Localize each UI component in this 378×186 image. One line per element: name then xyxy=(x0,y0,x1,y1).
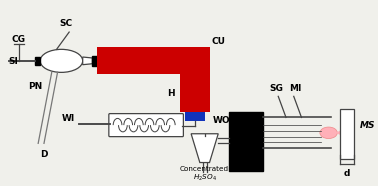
Bar xyxy=(185,112,204,121)
Bar xyxy=(35,57,40,65)
Text: PN: PN xyxy=(28,82,43,91)
Text: CG: CG xyxy=(11,35,25,44)
Ellipse shape xyxy=(40,49,83,72)
Text: WI: WI xyxy=(62,114,75,123)
Text: d: d xyxy=(344,169,350,178)
Ellipse shape xyxy=(320,127,337,139)
FancyBboxPatch shape xyxy=(109,114,183,137)
Text: MS: MS xyxy=(359,121,375,130)
Bar xyxy=(180,74,209,112)
Polygon shape xyxy=(83,57,92,65)
Polygon shape xyxy=(335,129,344,137)
Bar xyxy=(92,56,97,66)
Bar xyxy=(97,47,209,74)
Bar xyxy=(340,109,354,159)
Text: D: D xyxy=(40,150,48,159)
Text: MI: MI xyxy=(290,84,302,94)
Bar xyxy=(229,112,263,171)
Text: SG: SG xyxy=(270,84,283,94)
Text: CU: CU xyxy=(211,36,225,46)
Text: $H_2SO_4$: $H_2SO_4$ xyxy=(193,173,217,183)
Polygon shape xyxy=(191,134,218,163)
Text: H: H xyxy=(167,89,175,98)
Text: SI: SI xyxy=(8,57,18,66)
Text: WO: WO xyxy=(212,116,230,126)
Text: SC: SC xyxy=(60,19,73,28)
Text: Concentrated: Concentrated xyxy=(180,166,229,172)
